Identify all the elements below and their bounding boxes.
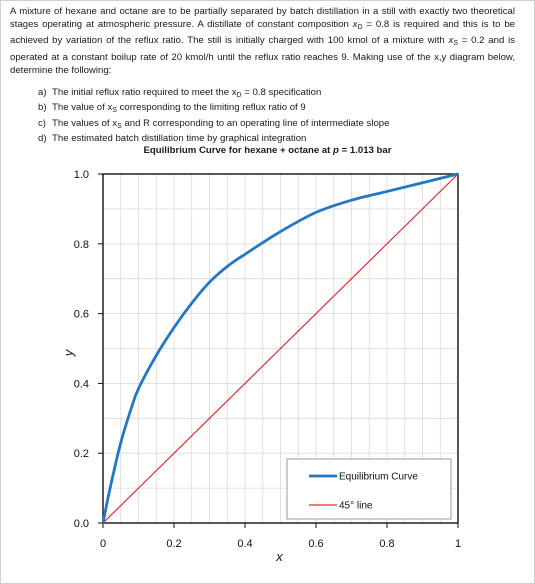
y-tick-label: 0.2 [74,448,89,460]
y-tick-label: 0.0 [74,518,89,530]
problem-statement: A mixture of hexane and octane are to be… [10,5,515,77]
y-axis-label: y [61,348,76,357]
xs-subscript: S [453,40,458,48]
question-text: The initial reflux ratio required to mee… [52,87,322,99]
question-item-b: b) The value of xS corresponding to the … [38,102,508,117]
y-tick-label: 0.4 [74,378,89,390]
x-tick-label: 0.6 [308,538,323,550]
y-tick-label: 1.0 [74,169,89,181]
xd-subscript: D [357,24,363,32]
xs-symbol: x [448,35,454,47]
plot-area-border [102,173,459,524]
chart-title: Equilibrium Curve for hexane + octane at… [143,145,392,156]
x-axis-label: x [275,549,283,564]
question-letter: b) [38,102,47,114]
question-list: a) The initial reflux ratio required to … [38,87,508,149]
question-item-a: a) The initial reflux ratio required to … [38,87,508,102]
question-letter: a) [38,87,47,98]
x-tick-label: 0.8 [379,538,394,550]
question-text: The values of xS and R corresponding to … [52,117,390,130]
x-tick-label: 1 [455,538,461,550]
problem-text-part-2: = 0.8 is required and this is to be achi… [10,19,516,47]
question-item-c: c) The values of xS and R corresponding … [38,118,508,133]
problem-text-part-1: A mixture of hexane and octane are to be… [10,6,515,31]
problem-text-part-3: = 0.2 and is operated at a constant boil… [10,35,515,76]
question-letter: d) [38,133,47,145]
question-text: The estimated batch distillation time by… [52,133,307,145]
x-tick-label: 0.4 [237,538,252,550]
legend-label: Equilibrium Curve [339,472,418,483]
legend-box [286,458,452,520]
equilibrium-curve-line [101,172,459,524]
legend-label: 45° line [339,501,373,512]
question-letter: c) [38,117,46,129]
x-tick-label: 0.2 [166,538,181,550]
y-tick-label: 0.8 [74,239,89,251]
diagonal-45-line [102,173,459,524]
x-tick-label: 0 [100,538,106,550]
y-tick-label: 0.6 [74,309,89,321]
question-item-d: d) The estimated batch distillation time… [38,133,508,148]
question-text: The value of xS corresponding to the lim… [52,102,306,115]
xd-symbol: x [352,19,358,31]
